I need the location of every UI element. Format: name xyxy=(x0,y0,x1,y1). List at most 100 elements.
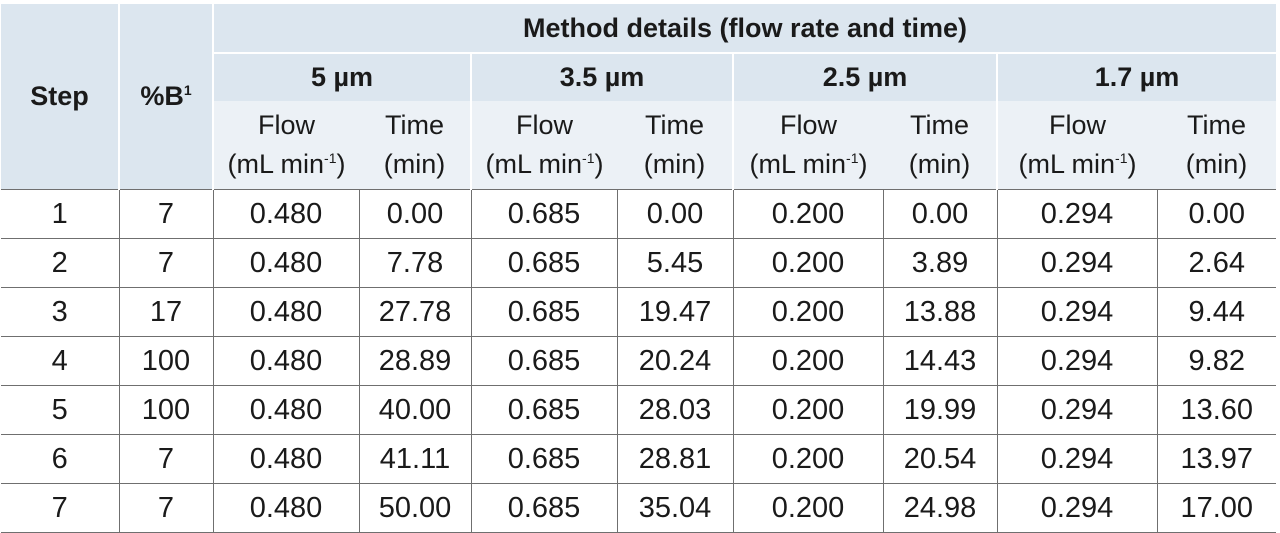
flow-unit: (mL min xyxy=(1018,149,1116,179)
flow-unit-close: ) xyxy=(858,149,868,179)
flow-time-header-row: Flow (mL min-1) Time (min) Flow (mL min-1) Tim… xyxy=(1,101,1277,190)
time-column-header: Time (min) xyxy=(617,101,734,190)
flow-label: Flow xyxy=(779,109,837,140)
flow-label: Flow xyxy=(257,109,315,140)
table-body: 1 7 0.480 0.00 0.685 0.00 0.200 0.00 0.294 0.00 2 7… xyxy=(1,189,1277,533)
flow-cell: 0.480 xyxy=(213,336,360,386)
time-column-header: Time (min) xyxy=(883,101,998,190)
time-cell: 3.89 xyxy=(883,238,998,288)
time-cell: 41.11 xyxy=(359,434,472,484)
time-cell: 17.00 xyxy=(1157,483,1277,533)
step-cell: 2 xyxy=(1,238,120,288)
flow-column-header: Flow (mL min-1) xyxy=(997,101,1157,190)
flow-unit-close: ) xyxy=(594,149,604,179)
step-header-text: Step xyxy=(30,81,89,112)
step-cell: 4 xyxy=(1,336,120,386)
flow-cell: 0.200 xyxy=(733,287,884,337)
time-cell: 13.88 xyxy=(883,287,998,337)
time-cell: 28.81 xyxy=(617,434,734,484)
flow-unit-exponent: -1 xyxy=(582,150,595,166)
flow-cell: 0.685 xyxy=(471,385,618,435)
table-row: 7 7 0.480 50.00 0.685 35.04 0.200 24.98 0.294 17.… xyxy=(1,483,1277,533)
flow-cell: 0.480 xyxy=(213,287,360,337)
gradient-method-table: Step %B1 Method details (flow rate and t… xyxy=(1,4,1277,533)
time-cell: 0.00 xyxy=(883,189,998,239)
step-cell: 3 xyxy=(1,287,120,337)
time-unit: (min) xyxy=(643,149,706,179)
time-cell: 14.43 xyxy=(883,336,998,386)
time-unit: (min) xyxy=(383,149,446,179)
flow-cell: 0.480 xyxy=(213,189,360,239)
time-column-header: Time (min) xyxy=(1157,101,1277,190)
flow-cell: 0.200 xyxy=(733,238,884,288)
percent-b-cell: 100 xyxy=(119,336,214,386)
time-column-header: Time (min) xyxy=(359,101,472,190)
flow-unit: (mL min xyxy=(227,149,325,179)
flow-cell: 0.685 xyxy=(471,434,618,484)
flow-cell: 0.480 xyxy=(213,238,360,288)
time-label: Time xyxy=(385,109,444,140)
particle-size-header: 5 µm xyxy=(213,53,472,101)
flow-cell: 0.685 xyxy=(471,336,618,386)
particle-size-header: 1.7 µm xyxy=(997,53,1277,101)
method-details-title: Method details (flow rate and time) xyxy=(523,12,968,43)
time-cell: 2.64 xyxy=(1157,238,1277,288)
time-cell: 20.24 xyxy=(617,336,734,386)
percent-b-cell: 7 xyxy=(119,189,214,239)
flow-column-header: Flow (mL min-1) xyxy=(213,101,359,190)
flow-cell: 0.480 xyxy=(213,434,360,484)
time-unit: (min) xyxy=(908,149,971,179)
table-row: 5 100 0.480 40.00 0.685 28.03 0.200 19.99 0.294 1… xyxy=(1,385,1277,435)
particle-size-header: 3.5 µm xyxy=(471,53,734,101)
flow-unit: (mL min xyxy=(749,149,847,179)
flow-cell: 0.294 xyxy=(997,287,1158,337)
flow-unit: (mL min xyxy=(485,149,583,179)
time-cell: 0.00 xyxy=(359,189,472,239)
time-cell: 20.54 xyxy=(883,434,998,484)
step-cell: 7 xyxy=(1,483,120,533)
flow-cell: 0.294 xyxy=(997,189,1158,239)
time-cell: 9.82 xyxy=(1157,336,1277,386)
percent-b-cell: 100 xyxy=(119,385,214,435)
time-label: Time xyxy=(1187,109,1247,140)
time-cell: 0.00 xyxy=(617,189,734,239)
flow-cell: 0.294 xyxy=(997,336,1158,386)
flow-unit-close: ) xyxy=(1127,149,1137,179)
flow-column-header: Flow (mL min-1) xyxy=(733,101,883,190)
time-cell: 35.04 xyxy=(617,483,734,533)
flow-cell: 0.200 xyxy=(733,434,884,484)
flow-cell: 0.685 xyxy=(471,238,618,288)
time-label: Time xyxy=(645,109,704,140)
percent-b-cell: 17 xyxy=(119,287,214,337)
time-cell: 27.78 xyxy=(359,287,472,337)
time-cell: 50.00 xyxy=(359,483,472,533)
table-row: 4 100 0.480 28.89 0.685 20.24 0.200 14.43 0.294 9… xyxy=(1,336,1277,386)
flow-column-header: Flow (mL min-1) xyxy=(471,101,617,190)
time-unit: (min) xyxy=(1185,149,1248,179)
time-cell: 19.47 xyxy=(617,287,734,337)
time-cell: 0.00 xyxy=(1157,189,1277,239)
time-cell: 7.78 xyxy=(359,238,472,288)
time-cell: 28.03 xyxy=(617,385,734,435)
time-cell: 19.99 xyxy=(883,385,998,435)
step-cell: 5 xyxy=(1,385,120,435)
step-cell: 6 xyxy=(1,434,120,484)
time-cell: 13.97 xyxy=(1157,434,1277,484)
flow-cell: 0.294 xyxy=(997,434,1158,484)
flow-unit-exponent: -1 xyxy=(324,150,337,166)
flow-cell: 0.200 xyxy=(733,483,884,533)
flow-cell: 0.480 xyxy=(213,385,360,435)
flow-cell: 0.685 xyxy=(471,483,618,533)
time-cell: 40.00 xyxy=(359,385,472,435)
percent-b-column-header: %B1 xyxy=(119,4,214,190)
flow-cell: 0.294 xyxy=(997,483,1158,533)
flow-cell: 0.480 xyxy=(213,483,360,533)
flow-unit-exponent: -1 xyxy=(846,150,859,166)
percent-b-cell: 7 xyxy=(119,483,214,533)
footnote-marker: 1 xyxy=(183,82,192,99)
time-cell: 9.44 xyxy=(1157,287,1277,337)
percent-b-header-text: %B xyxy=(140,81,184,112)
flow-label: Flow xyxy=(515,109,573,140)
flow-cell: 0.685 xyxy=(471,189,618,239)
